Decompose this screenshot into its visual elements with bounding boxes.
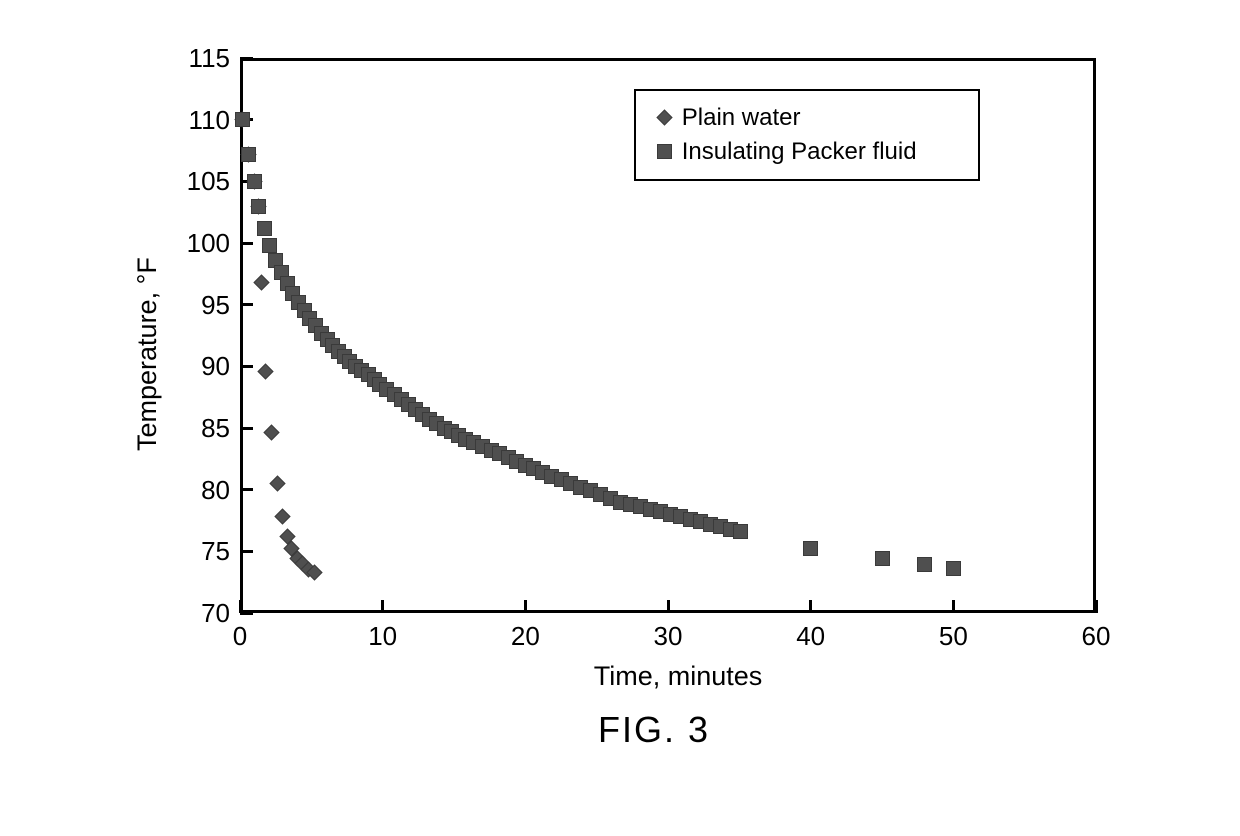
data-point-insulating_packer_fluid [916, 556, 933, 573]
data-point-plain_water [253, 274, 270, 291]
square-marker-icon [648, 143, 682, 160]
data-point-plain_water [306, 564, 323, 581]
data-point-insulating_packer_fluid [802, 540, 819, 557]
legend-item-plain_water: Plain water [648, 101, 962, 135]
y-tick-label: 90 [170, 351, 230, 382]
y-tick [240, 57, 253, 60]
y-tick [240, 550, 253, 553]
x-tick [1095, 600, 1098, 613]
data-point-insulating_packer_fluid [250, 198, 267, 215]
x-tick-label: 10 [363, 621, 403, 652]
x-tick [952, 600, 955, 613]
data-point-plain_water [269, 475, 286, 492]
x-tick [381, 600, 384, 613]
y-tick [240, 242, 253, 245]
x-tick [667, 600, 670, 613]
diamond-marker-icon [648, 109, 682, 126]
y-tick-label: 85 [170, 413, 230, 444]
y-tick-label: 70 [170, 598, 230, 629]
data-point-insulating_packer_fluid [240, 146, 257, 163]
legend-label: Insulating Packer fluid [682, 138, 917, 166]
y-tick [240, 365, 253, 368]
y-tick-label: 75 [170, 536, 230, 567]
legend-label: Plain water [682, 104, 801, 132]
x-tick-label: 50 [933, 621, 973, 652]
figure-wrap: 0102030405060707580859095100105110115Tim… [0, 0, 1240, 836]
y-tick-label: 110 [170, 105, 230, 136]
y-tick [240, 427, 253, 430]
data-point-plain_water [263, 424, 280, 441]
x-tick-label: 20 [505, 621, 545, 652]
data-point-insulating_packer_fluid [246, 173, 263, 190]
x-axis-title: Time, minutes [568, 661, 788, 692]
y-tick-label: 105 [170, 166, 230, 197]
figure-caption: FIG. 3 [598, 709, 710, 751]
data-point-insulating_packer_fluid [234, 111, 251, 128]
data-point-insulating_packer_fluid [732, 523, 749, 540]
x-tick-label: 30 [648, 621, 688, 652]
x-tick-label: 60 [1076, 621, 1116, 652]
y-tick-label: 80 [170, 475, 230, 506]
data-point-insulating_packer_fluid [945, 560, 962, 577]
x-tick [524, 600, 527, 613]
y-tick [240, 612, 253, 615]
x-tick [809, 600, 812, 613]
y-axis-title: Temperature, °F [132, 257, 163, 451]
legend: Plain water Insulating Packer fluid [634, 89, 980, 181]
y-tick-label: 115 [170, 43, 230, 74]
data-point-plain_water [257, 363, 274, 380]
x-tick-label: 40 [791, 621, 831, 652]
y-tick [240, 303, 253, 306]
data-point-insulating_packer_fluid [256, 220, 273, 237]
y-tick [240, 488, 253, 491]
y-tick-label: 100 [170, 228, 230, 259]
data-point-insulating_packer_fluid [874, 550, 891, 567]
y-tick-label: 95 [170, 290, 230, 321]
data-point-plain_water [274, 508, 291, 525]
legend-item-insulating_packer_fluid: Insulating Packer fluid [648, 135, 962, 169]
